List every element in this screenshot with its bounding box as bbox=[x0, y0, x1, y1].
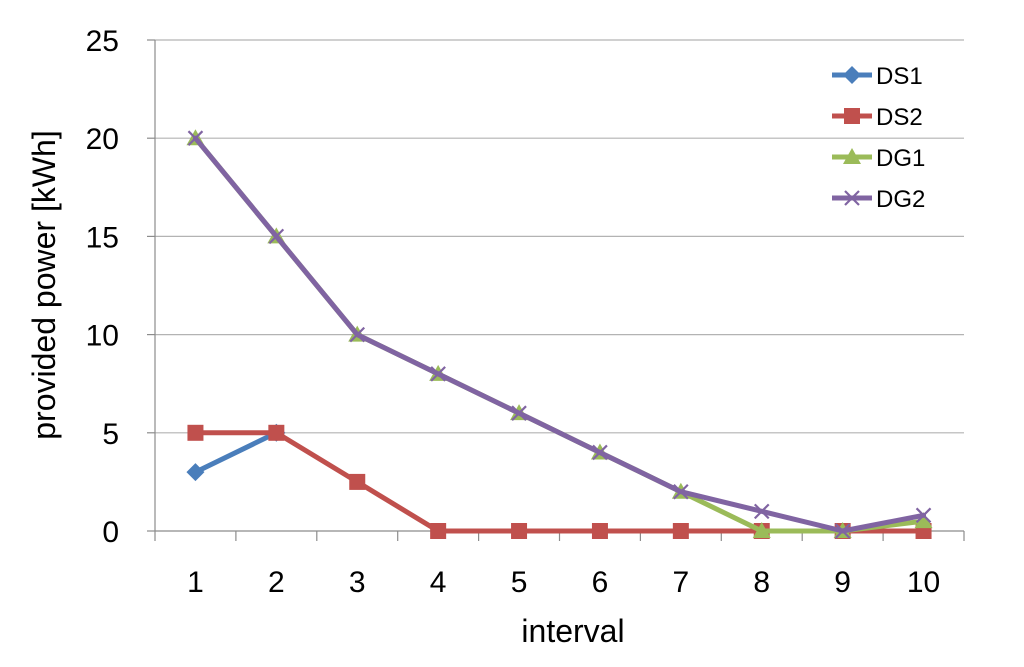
x-tick-label: 3 bbox=[349, 566, 366, 599]
y-tick-label: 5 bbox=[102, 418, 119, 451]
data-point-ds2 bbox=[349, 473, 366, 490]
y-tick-label: 10 bbox=[86, 320, 119, 353]
data-point-dg2 bbox=[430, 366, 446, 382]
y-tick-label: 25 bbox=[86, 25, 119, 58]
data-point-dg2 bbox=[187, 130, 204, 146]
data-point-ds1 bbox=[186, 463, 205, 482]
data-point-dg2 bbox=[673, 483, 689, 500]
data-point-dg2 bbox=[268, 228, 285, 245]
data-point-ds2 bbox=[430, 523, 447, 539]
x-axis-ticks: 1 2 3 4 5 6 7 8 9 10 bbox=[154, 530, 965, 599]
data-point-dg2 bbox=[349, 326, 366, 343]
legend-marker-dg2 bbox=[844, 190, 860, 206]
data-point-dg2 bbox=[834, 523, 851, 539]
series-line-ds1 bbox=[192, 430, 279, 475]
x-tick-label: 5 bbox=[511, 566, 528, 599]
y-tick-label: 20 bbox=[86, 123, 119, 156]
data-point-dg2 bbox=[753, 503, 770, 520]
grid-lines bbox=[155, 39, 964, 434]
data-point-dg2 bbox=[511, 405, 527, 421]
legend: DS1 DS2 DG1 DG2 bbox=[832, 63, 925, 213]
y-tick-label: 15 bbox=[86, 221, 119, 254]
data-point-dg2 bbox=[915, 507, 932, 524]
x-tick-label: 7 bbox=[673, 566, 690, 599]
series-line-ds2 bbox=[192, 430, 927, 534]
legend-marker-ds1 bbox=[843, 66, 861, 84]
data-point-ds2 bbox=[268, 424, 285, 441]
legend-label-dg2: DG2 bbox=[876, 186, 925, 213]
x-tick-label: 10 bbox=[907, 566, 940, 599]
legend-label-ds2: DS2 bbox=[876, 104, 923, 131]
data-point-ds2 bbox=[591, 523, 608, 539]
legend-label-ds1: DS1 bbox=[876, 63, 923, 90]
data-point-ds2 bbox=[672, 523, 689, 539]
x-tick-label: 4 bbox=[430, 566, 447, 599]
y-tick-label: 0 bbox=[102, 516, 119, 549]
data-point-dg1 bbox=[752, 522, 771, 538]
legend-marker-dg1 bbox=[843, 148, 861, 164]
x-tick-label: 6 bbox=[592, 566, 609, 599]
x-tick-label: 1 bbox=[187, 566, 204, 599]
y-axis-ticks: 0 5 10 15 20 25 bbox=[86, 25, 156, 549]
series-layer bbox=[186, 129, 933, 539]
data-point-ds2 bbox=[511, 523, 528, 539]
data-point-dg2 bbox=[592, 444, 608, 461]
series-line-dg2 bbox=[192, 135, 927, 534]
legend-marker-ds2 bbox=[844, 108, 860, 124]
data-point-dg1 bbox=[914, 512, 933, 529]
legend-label-dg1: DG1 bbox=[876, 145, 925, 172]
x-tick-label: 8 bbox=[753, 566, 770, 599]
x-tick-label: 9 bbox=[834, 566, 851, 599]
x-tick-label: 2 bbox=[268, 566, 285, 599]
data-point-ds2 bbox=[187, 424, 204, 441]
x-axis-title: interval bbox=[521, 613, 624, 649]
y-axis-title: provided power [kWh] bbox=[26, 130, 62, 439]
